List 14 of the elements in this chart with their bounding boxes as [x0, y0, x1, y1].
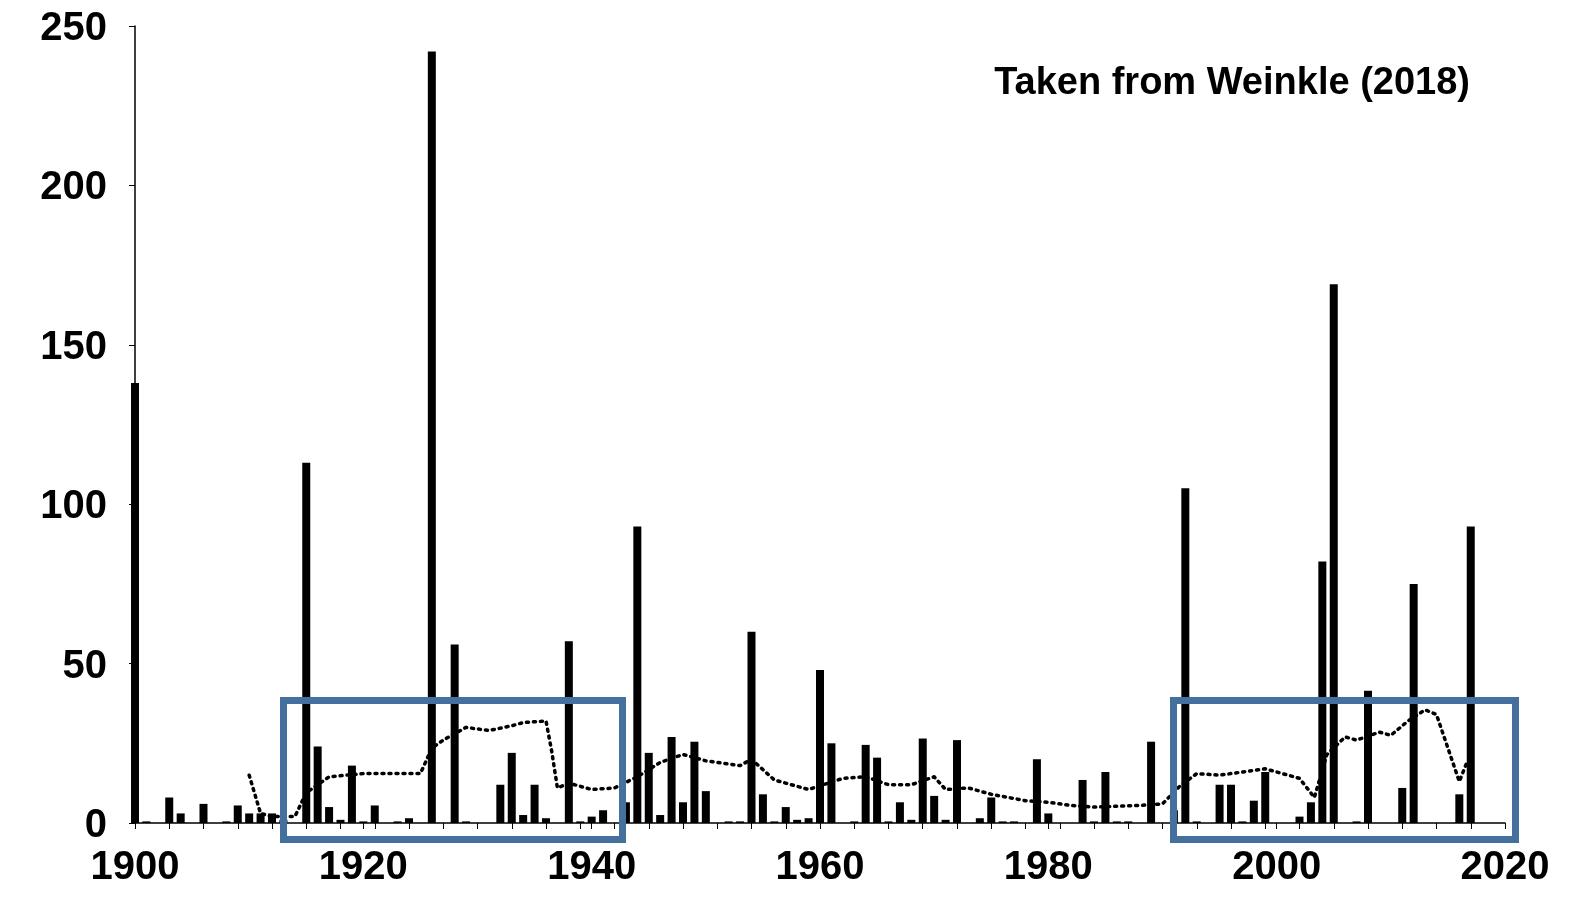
y-tick-label: 150	[40, 322, 107, 367]
y-tick-label: 200	[40, 163, 107, 208]
y-tick-label: 50	[62, 641, 107, 686]
x-tick-label: 1900	[90, 843, 180, 887]
y-tick-label: 250	[40, 4, 107, 48]
annotation: Taken from Weinkle (2018)	[994, 60, 1470, 102]
y-tick-label: 0	[84, 801, 107, 845]
x-tick-label: 2000	[1232, 843, 1322, 887]
x-tick-label: 1940	[547, 843, 637, 887]
x-tick-label: 1920	[318, 843, 408, 887]
x-tick-label: 1960	[775, 843, 865, 887]
y-tick-label: 100	[40, 482, 107, 527]
x-tick-label: 2020	[1460, 843, 1550, 887]
x-tick-label: 1980	[1003, 843, 1093, 887]
